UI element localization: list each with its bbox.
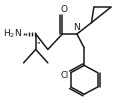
Text: O: O [61,5,68,14]
Text: ,,: ,, [36,36,41,45]
Text: Cl: Cl [60,71,68,80]
Text: N: N [73,23,80,32]
Text: H$_2$N: H$_2$N [3,28,22,40]
